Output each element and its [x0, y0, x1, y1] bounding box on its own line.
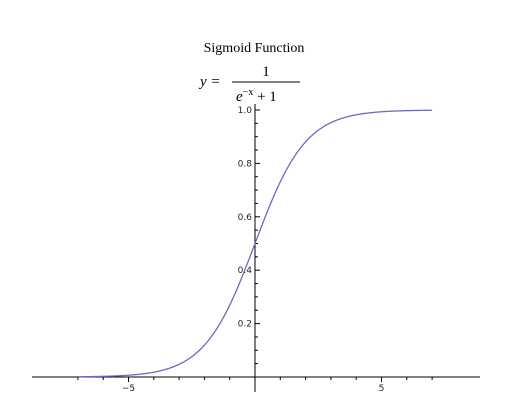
formula-denominator-exp: −x: [243, 87, 254, 98]
formula-lhs: y =: [198, 74, 221, 90]
formula: y = 1 e−x + 1: [198, 64, 300, 105]
y-tick-label: 0.8: [238, 159, 253, 169]
formula-denominator-rest: + 1: [253, 89, 276, 105]
y-tick-label: 0.6: [238, 213, 253, 223]
sigmoid-curve: [77, 109, 433, 378]
curve-layer: [77, 109, 433, 378]
formula-denominator: e−x + 1: [236, 87, 277, 105]
formula-denominator-base: e: [236, 89, 243, 105]
y-tick-label: 0.2: [238, 320, 252, 330]
y-tick-label: 1.0: [238, 106, 253, 116]
x-tick-label: 5: [379, 384, 385, 394]
formula-numerator: 1: [262, 64, 270, 80]
axes: −5 50.20.40.60.81.0: [32, 104, 480, 394]
x-tick-label: −5: [122, 384, 135, 394]
chart-title: Sigmoid Function: [204, 41, 305, 56]
